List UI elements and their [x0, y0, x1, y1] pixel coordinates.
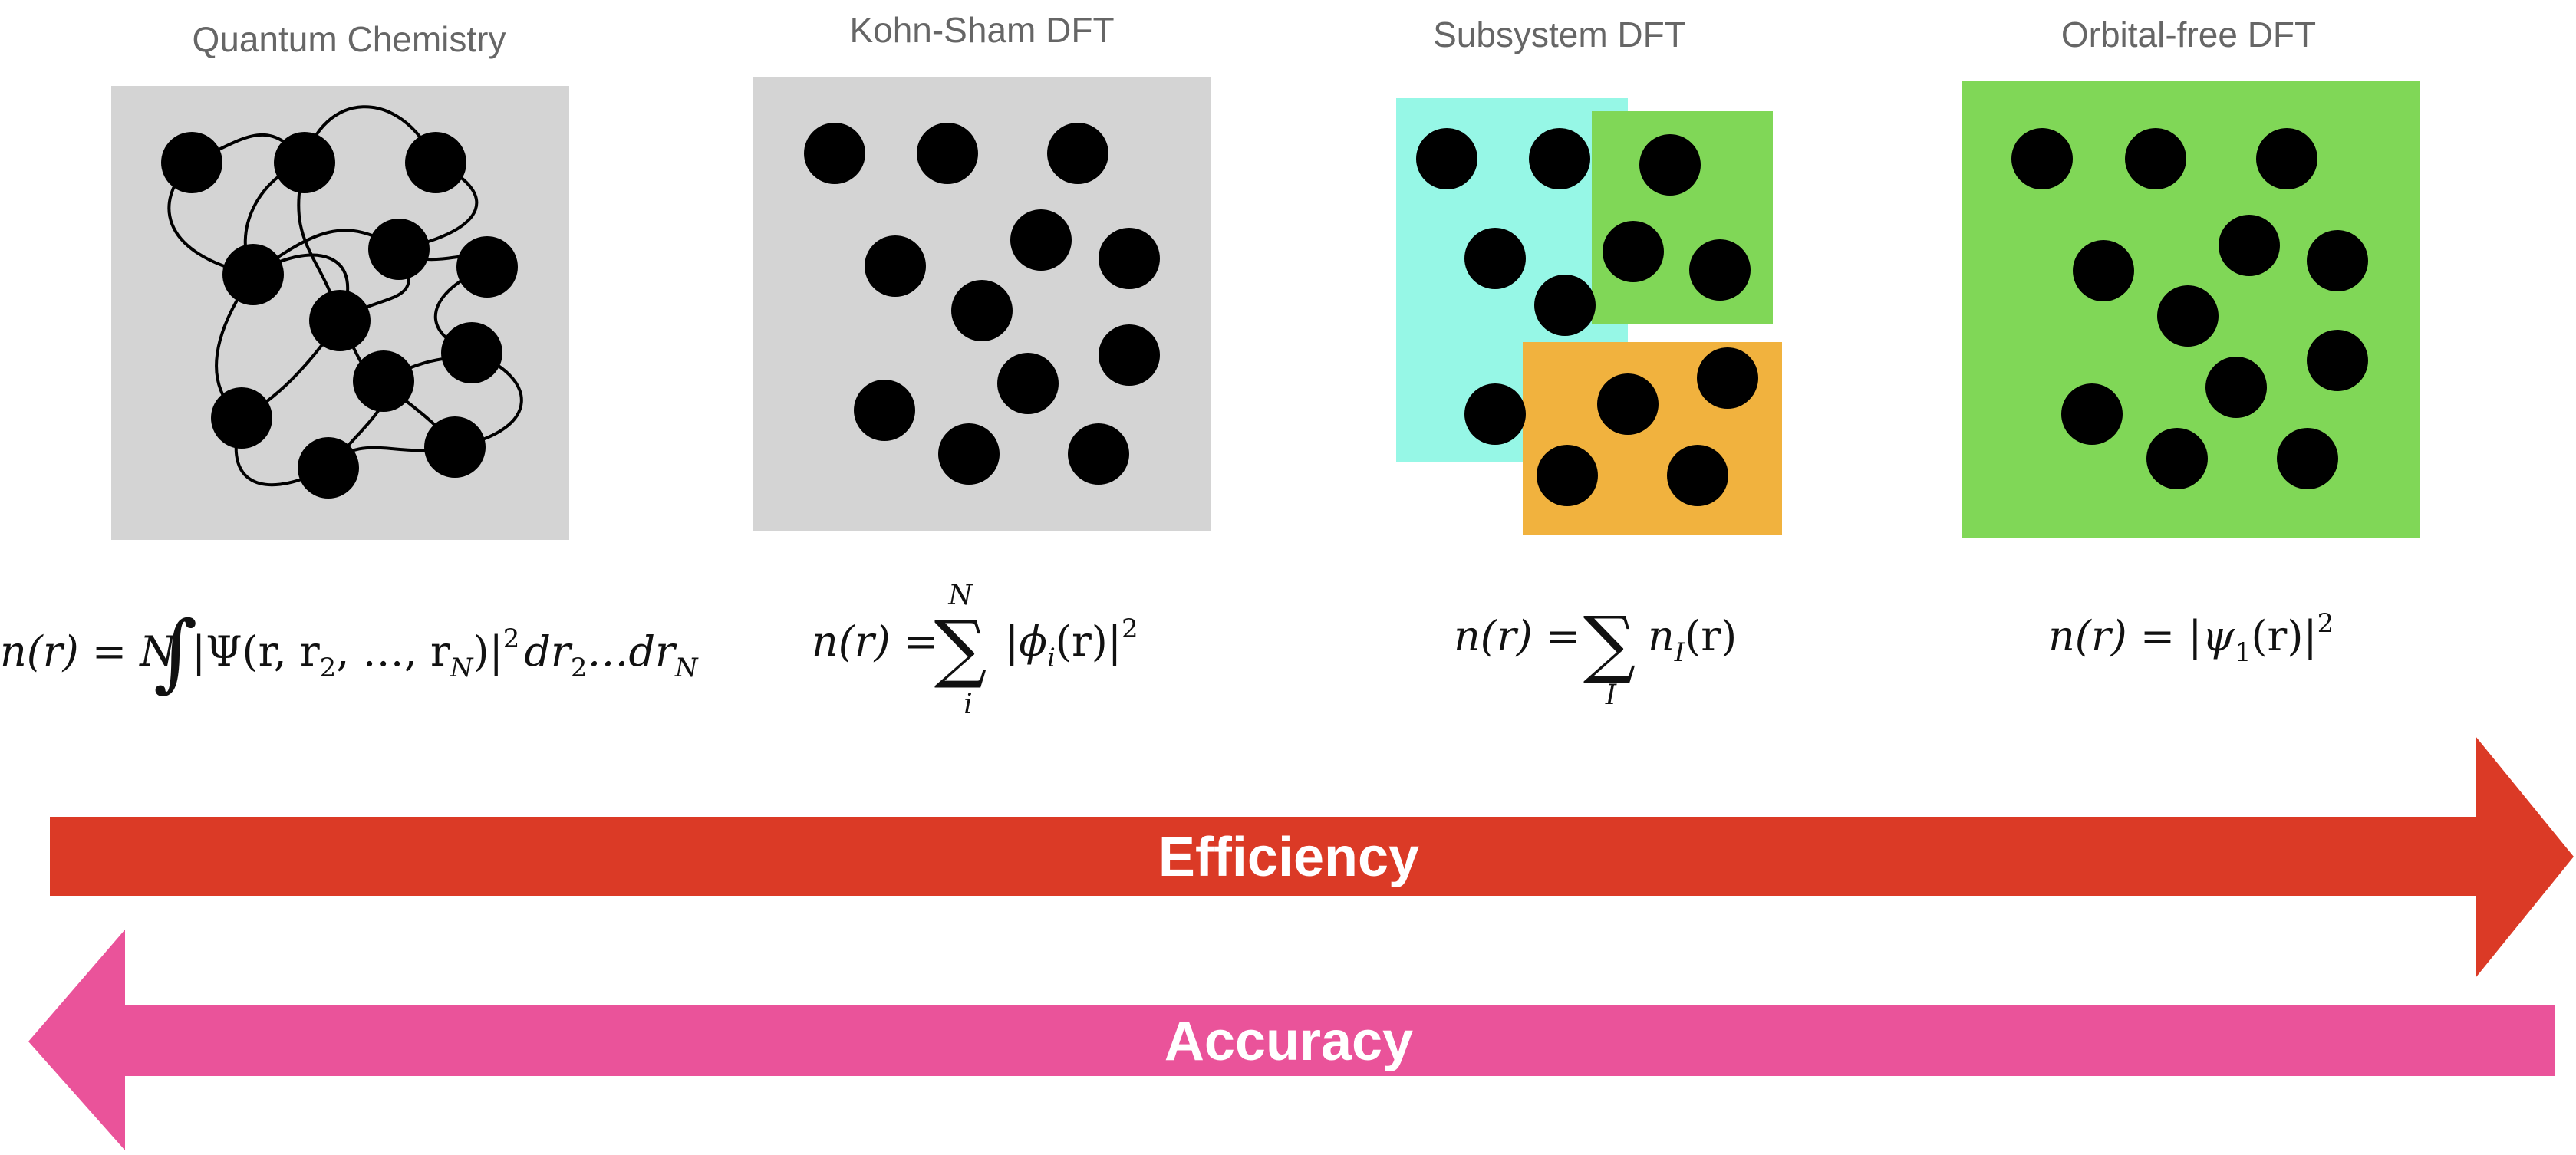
atom [917, 123, 978, 184]
equation-subsystem-body: nI(r) [1648, 612, 1737, 668]
atom [2219, 215, 2280, 276]
atom [1010, 209, 1072, 271]
efficiency-label: Efficiency [1158, 827, 1419, 888]
atom [2307, 330, 2368, 391]
atom [2125, 128, 2186, 189]
equation-kohn-sham: n(r) = [812, 617, 938, 666]
panel-title-kohn-sham-dft: Kohn-Sham DFT [849, 10, 1115, 50]
atom [441, 322, 502, 383]
atom [997, 353, 1059, 414]
atom [274, 132, 335, 193]
atom [1099, 324, 1160, 386]
atom [2277, 428, 2338, 489]
atom [2073, 240, 2134, 301]
ks-sum-lower: i [964, 689, 973, 720]
quantum-chemistry-atoms [161, 132, 518, 499]
atom [353, 350, 414, 412]
accuracy-label: Accuracy [1164, 1011, 1413, 1072]
atom [2157, 285, 2219, 347]
atom [1464, 383, 1526, 445]
atom [1534, 275, 1596, 336]
atom [2011, 128, 2073, 189]
atom [865, 235, 926, 297]
equation-kohn-sham-body: |ϕi(r)|2 [1005, 614, 1138, 673]
subsystem-atoms [1416, 128, 1758, 506]
atom [1639, 134, 1701, 196]
atom [1047, 123, 1108, 184]
atom [456, 236, 518, 298]
atom [2205, 357, 2267, 418]
equation-orbital-free: n(r) = |ψ1(r)|2 [2048, 608, 2334, 668]
atom [2256, 128, 2317, 189]
atom [309, 290, 371, 351]
atom [938, 423, 1000, 485]
panel-title-subsystem-dft: Subsystem DFT [1433, 15, 1686, 54]
atom [854, 380, 915, 441]
atom [424, 416, 486, 478]
atom [1603, 221, 1664, 282]
orbital-free-atoms [2011, 128, 2368, 489]
atom [161, 132, 222, 193]
atom [2307, 230, 2368, 291]
atom [1416, 128, 1477, 189]
sub-sum-symbol: ∑ [1583, 601, 1636, 686]
integral-sign: ∫ [153, 603, 197, 701]
atom [804, 123, 865, 184]
efficiency-arrow [50, 736, 2574, 978]
atom [1068, 423, 1129, 485]
atom [2061, 383, 2123, 445]
equation-subsystem: n(r) = [1454, 612, 1580, 660]
atom [1099, 228, 1160, 289]
panel-title-orbital-free-dft: Orbital-free DFT [2060, 15, 2317, 54]
atom [1537, 445, 1598, 506]
atom [211, 387, 272, 449]
atom [405, 132, 466, 193]
atom [951, 280, 1013, 341]
atom [1689, 239, 1751, 301]
equation-quantum-chemistry-integrand: |Ψ(r, r2, …, rN)|2 dr2…drN [192, 624, 699, 683]
sub-sum-lower: I [1605, 680, 1617, 711]
atom [368, 219, 430, 280]
panel-title-quantum-chemistry: Quantum Chemistry [192, 19, 506, 59]
ks-sum-symbol: ∑ [934, 605, 987, 691]
atom [222, 244, 284, 305]
atom [1597, 373, 1659, 435]
kohn-sham-atoms [804, 123, 1160, 485]
atom [1697, 347, 1758, 409]
atom [1464, 228, 1526, 289]
atom [298, 437, 359, 499]
equation-quantum-chemistry: n(r) = N [0, 627, 177, 676]
atom [1667, 445, 1728, 506]
atom [2146, 428, 2208, 489]
atom [1529, 128, 1590, 189]
accuracy-arrow [28, 930, 2555, 1150]
ks-sum-upper: N [947, 580, 973, 611]
